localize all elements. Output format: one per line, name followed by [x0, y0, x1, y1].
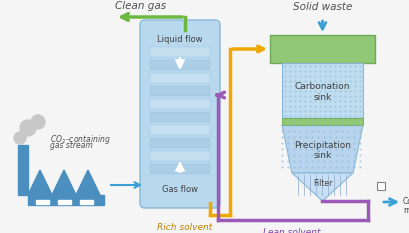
Text: Gas flow: Gas flow [162, 185, 198, 193]
Bar [376, 182, 384, 190]
Circle shape [31, 115, 45, 129]
Bar [58, 200, 71, 204]
Text: Filter: Filter [312, 178, 331, 188]
Circle shape [14, 132, 26, 144]
Bar [150, 125, 209, 135]
Text: Construction: Construction [402, 197, 409, 206]
Bar [18, 145, 28, 195]
FancyBboxPatch shape [139, 20, 220, 208]
Polygon shape [291, 173, 352, 201]
Bar [150, 60, 209, 70]
Text: Rich solvent: Rich solvent [157, 223, 212, 232]
Bar [36, 200, 49, 204]
Circle shape [20, 120, 36, 136]
Bar [281, 118, 362, 125]
Text: Liquid flow: Liquid flow [157, 34, 202, 44]
Text: Clean gas: Clean gas [115, 1, 166, 11]
Bar [270, 35, 374, 63]
Text: sink: sink [312, 151, 331, 161]
Text: CO$_2$–containing: CO$_2$–containing [50, 133, 110, 146]
Polygon shape [281, 125, 362, 173]
Bar [28, 195, 104, 205]
Bar [281, 63, 362, 118]
Text: Precipitation: Precipitation [293, 140, 350, 150]
Text: Carbonation: Carbonation [294, 82, 349, 91]
Text: sink: sink [312, 93, 331, 102]
Bar [150, 86, 209, 96]
Bar [150, 73, 209, 83]
Bar [150, 47, 209, 57]
Bar [150, 138, 209, 148]
Bar [150, 164, 209, 174]
Text: Lean solvent: Lean solvent [262, 228, 319, 233]
Bar [80, 200, 93, 204]
Text: materials: materials [402, 206, 409, 215]
Text: gas stream: gas stream [50, 141, 92, 150]
Bar [150, 99, 209, 109]
Bar [150, 151, 209, 161]
Text: Solid waste: Solid waste [292, 2, 351, 12]
Bar [150, 112, 209, 122]
Polygon shape [28, 170, 100, 195]
